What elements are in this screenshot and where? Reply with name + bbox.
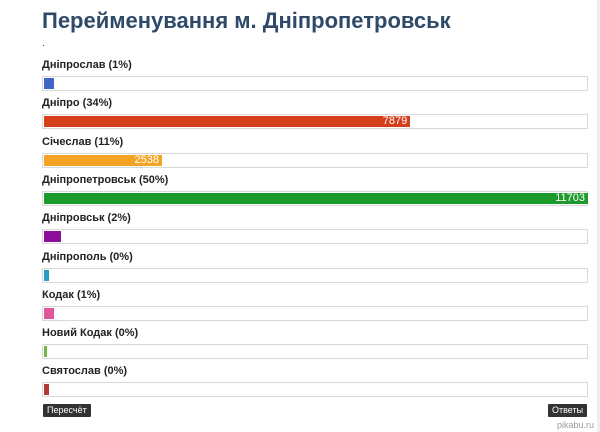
bar: 7879 [44,115,411,128]
watermark: pikabu.ru [556,420,594,430]
bar [44,78,54,89]
bar [44,346,47,358]
option-label: Святослав (0%) [42,365,128,378]
bar-track [42,382,588,398]
bar [44,384,49,396]
vote-count: 7879 [382,115,408,128]
bar-track: 7879 [42,114,588,130]
vote-count: 11703 [555,191,585,204]
option-label: Дніпрополь (0%) [42,250,133,263]
bar-track [42,76,588,91]
bar-track [42,267,588,283]
option-label: Дніпровськ (2%) [42,212,131,225]
bar [44,307,54,319]
bar-track [42,229,588,245]
bar [44,269,49,281]
option-label: Дніпро (34%) [42,97,113,110]
poll-title: Перейменування м. Дніпропетровськ [42,8,451,33]
vote-count: 2538 [134,153,159,166]
option-label: Новий Кодак (0%) [42,327,139,340]
bar-track: 11703 [42,190,588,206]
option-label: Дніпрослав (1%) [42,59,132,71]
bar: 11703 [44,191,588,204]
dot: . [42,38,45,49]
option-label: Січеслав (11%) [42,135,124,148]
option-label: Дніпропетровськ (50%) [42,173,169,186]
scroll-edge [597,0,600,432]
bar-track [42,305,588,321]
bar [44,231,61,243]
recount-button[interactable]: Пересчёт [43,404,91,417]
answers-button[interactable]: Ответы [548,404,588,417]
bar-track: 2538 [42,152,588,168]
bar: 2538 [44,153,162,166]
option-label: Кодак (1%) [42,288,101,301]
bar-track [42,344,588,360]
